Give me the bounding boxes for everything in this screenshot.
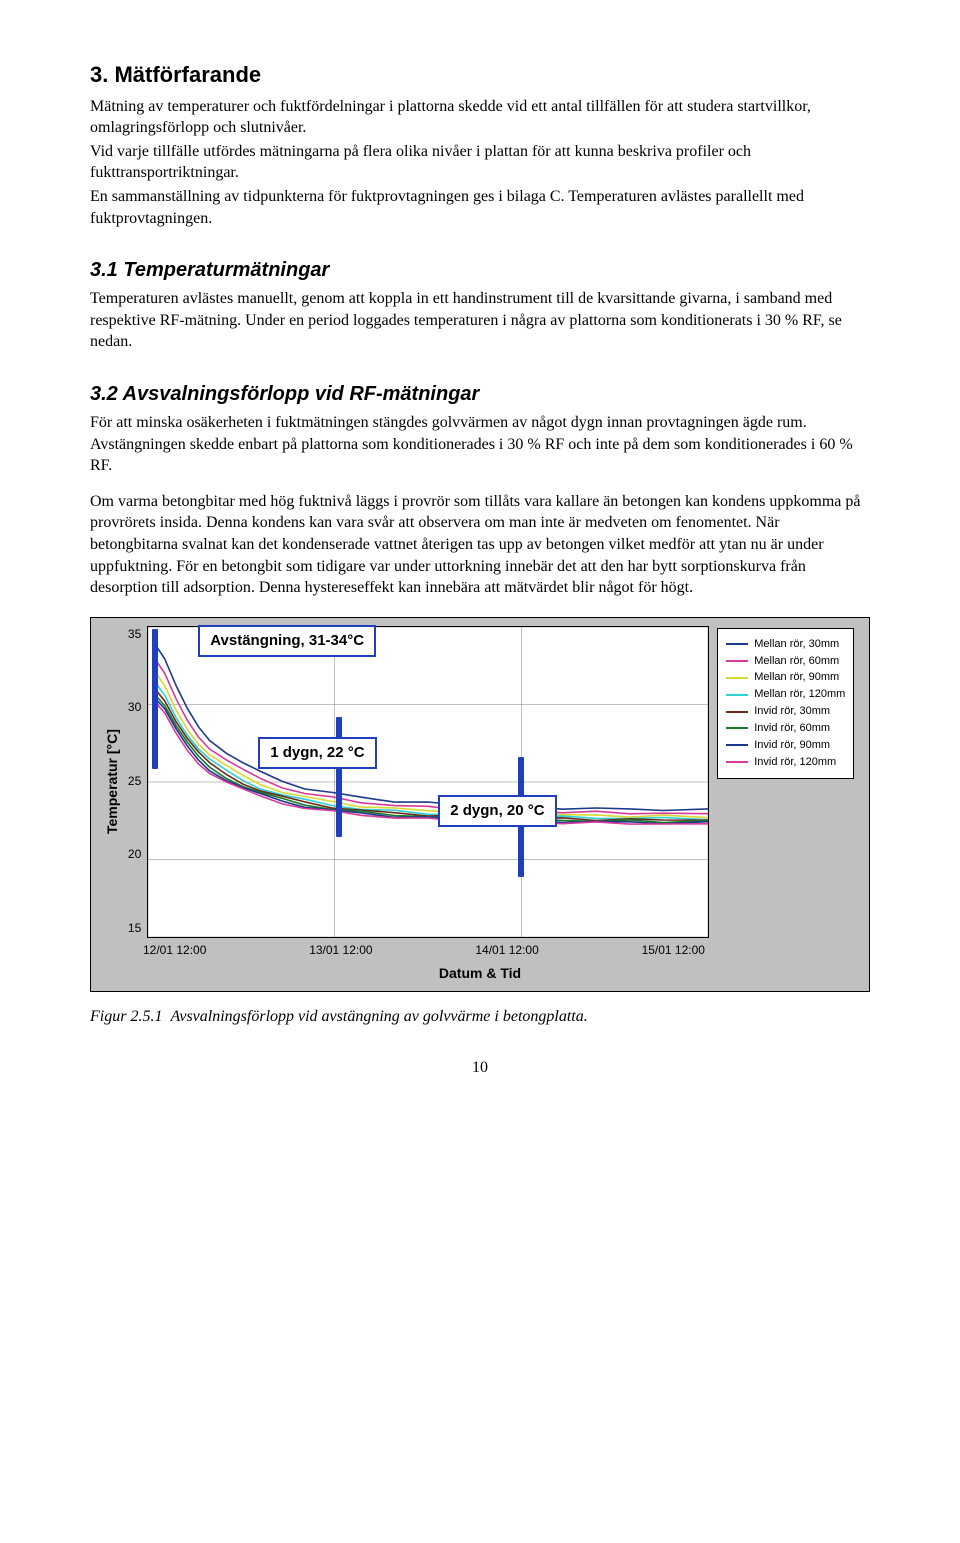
section-3-2-p2: Om varma betongbitar med hög fuktnivå lä… bbox=[90, 491, 870, 599]
section-3-p3: En sammanställning av tidpunkterna för f… bbox=[90, 186, 870, 229]
legend-label: Invid rör, 30mm bbox=[754, 704, 830, 719]
figure-text: Avsvalningsförlopp vid avstängning av go… bbox=[170, 1008, 587, 1025]
xtick: 15/01 12:00 bbox=[642, 942, 705, 958]
legend-swatch bbox=[726, 744, 748, 746]
legend-item: Mellan rör, 60mm bbox=[726, 654, 845, 669]
ytick: 25 bbox=[128, 773, 141, 789]
legend-swatch bbox=[726, 643, 748, 645]
legend-label: Invid rör, 90mm bbox=[754, 738, 830, 753]
callout-1dygn: 1 dygn, 22 °C bbox=[258, 737, 376, 769]
legend-swatch bbox=[726, 694, 748, 696]
chart-xlabel: Datum & Tid bbox=[99, 964, 861, 983]
legend-swatch bbox=[726, 761, 748, 763]
ytick: 20 bbox=[128, 846, 141, 862]
xtick: 13/01 12:00 bbox=[309, 942, 372, 958]
legend-item: Invid rör, 120mm bbox=[726, 755, 845, 770]
xtick: 12/01 12:00 bbox=[143, 942, 206, 958]
figure-caption: Figur 2.5.1 Avsvalningsförlopp vid avstä… bbox=[90, 1006, 870, 1028]
legend-item: Mellan rör, 30mm bbox=[726, 637, 845, 652]
chart-plot-area: Avstängning, 31-34°C 1 dygn, 22 °C 2 dyg… bbox=[147, 626, 709, 938]
section-3-2-heading: 3.2 Avsvalningsförlopp vid RF-mätningar bbox=[90, 381, 870, 408]
section-3-p1: Mätning av temperaturer och fuktfördelni… bbox=[90, 96, 870, 139]
section-3-1-p1: Temperaturen avlästes manuellt, genom at… bbox=[90, 288, 870, 353]
legend-swatch bbox=[726, 727, 748, 729]
legend-label: Mellan rör, 120mm bbox=[754, 687, 845, 702]
ytick: 35 bbox=[128, 626, 141, 642]
ytick: 15 bbox=[128, 920, 141, 936]
marker-bar bbox=[152, 629, 158, 769]
legend-label: Mellan rör, 90mm bbox=[754, 670, 839, 685]
marker-bar bbox=[336, 717, 342, 837]
ytick: 30 bbox=[128, 699, 141, 715]
cooling-chart: Temperatur [°C] 35 30 25 20 15 Avstängni… bbox=[90, 617, 870, 992]
legend-swatch bbox=[726, 660, 748, 662]
legend-swatch bbox=[726, 711, 748, 713]
section-3-p2: Vid varje tillfälle utfördes mätningarna… bbox=[90, 141, 870, 184]
legend-swatch bbox=[726, 677, 748, 679]
legend-item: Mellan rör, 90mm bbox=[726, 670, 845, 685]
xtick: 14/01 12:00 bbox=[475, 942, 538, 958]
chart-ylabel: Temperatur [°C] bbox=[99, 626, 126, 938]
legend-item: Mellan rör, 120mm bbox=[726, 687, 845, 702]
section-3-1-heading: 3.1 Temperaturmätningar bbox=[90, 257, 870, 284]
callout-off: Avstängning, 31-34°C bbox=[198, 625, 376, 657]
section-3-heading: 3. Mätförfarande bbox=[90, 60, 870, 90]
legend-label: Mellan rör, 60mm bbox=[754, 654, 839, 669]
callout-2dygn: 2 dygn, 20 °C bbox=[438, 795, 556, 827]
legend-item: Invid rör, 90mm bbox=[726, 738, 845, 753]
chart-xticks: 12/01 12:00 13/01 12:00 14/01 12:00 15/0… bbox=[143, 942, 705, 958]
chart-yticks: 35 30 25 20 15 bbox=[126, 626, 147, 936]
legend-item: Invid rör, 60mm bbox=[726, 721, 845, 736]
legend-item: Invid rör, 30mm bbox=[726, 704, 845, 719]
legend-label: Mellan rör, 30mm bbox=[754, 637, 839, 652]
page-number: 10 bbox=[90, 1057, 870, 1079]
section-3-2-p1: För att minska osäkerheten i fuktmätning… bbox=[90, 412, 870, 477]
figure-number: Figur 2.5.1 bbox=[90, 1008, 162, 1025]
legend-label: Invid rör, 120mm bbox=[754, 755, 836, 770]
chart-legend: Mellan rör, 30mmMellan rör, 60mmMellan r… bbox=[717, 628, 854, 779]
legend-label: Invid rör, 60mm bbox=[754, 721, 830, 736]
